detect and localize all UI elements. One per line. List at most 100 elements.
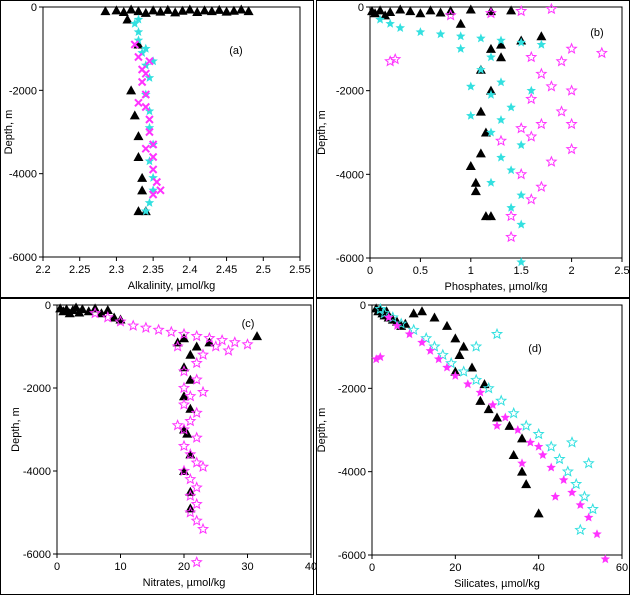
data-point-triangle bbox=[191, 341, 202, 351]
x-tick-label: 2.35 bbox=[142, 264, 163, 276]
data-point-triangle bbox=[137, 172, 148, 182]
x-tick-label: 2 bbox=[569, 265, 575, 277]
x-tick-label: 0 bbox=[369, 562, 375, 574]
data-point-triangle bbox=[435, 7, 446, 17]
data-point-star bbox=[536, 39, 547, 49]
y-tick-label: -6000 bbox=[338, 550, 366, 562]
data-point-triangle bbox=[536, 31, 547, 41]
data-point-open-star bbox=[515, 121, 528, 134]
data-point-open-star bbox=[190, 555, 203, 568]
data-point-triangle bbox=[184, 4, 195, 14]
data-point-open-star bbox=[561, 465, 574, 477]
data-point-triangle bbox=[470, 186, 481, 196]
data-point-open-star bbox=[515, 167, 528, 180]
data-point-triangle bbox=[185, 349, 196, 359]
data-point-triangle bbox=[109, 312, 120, 322]
data-point-triangle bbox=[102, 304, 113, 314]
data-point-star bbox=[496, 115, 506, 124]
data-point-cross bbox=[141, 90, 151, 99]
data-point-triangle bbox=[252, 331, 263, 341]
data-point-star bbox=[475, 387, 486, 397]
data-point-open-star bbox=[190, 406, 203, 418]
data-point-cross bbox=[137, 77, 147, 87]
data-point-triangle bbox=[425, 5, 436, 15]
data-point-star bbox=[550, 491, 561, 501]
data-point-star bbox=[538, 450, 548, 459]
data-point-open-star bbox=[525, 130, 538, 142]
data-point-cross bbox=[148, 165, 158, 174]
data-point-open-star bbox=[535, 180, 548, 192]
data-point-star bbox=[450, 370, 461, 380]
data-point-star bbox=[516, 190, 526, 200]
data-point-triangle bbox=[455, 18, 466, 28]
data-point-triangle bbox=[533, 508, 544, 518]
data-point-open-star bbox=[190, 329, 203, 342]
data-point-triangle bbox=[179, 391, 189, 401]
data-point-open-star bbox=[196, 385, 210, 398]
data-point-open-star bbox=[436, 348, 449, 361]
x-tick-label: 20 bbox=[178, 561, 190, 573]
x-tick-label: 2.45 bbox=[216, 264, 237, 276]
data-point-triangle bbox=[479, 379, 490, 389]
data-point-star bbox=[456, 31, 466, 41]
data-point-triangle bbox=[77, 304, 88, 314]
data-point-triangle bbox=[450, 333, 461, 343]
data-point-open-star bbox=[565, 84, 578, 96]
data-point-open-star bbox=[216, 333, 229, 346]
y-axis-label: Depth, m bbox=[10, 407, 22, 452]
data-point-triangle bbox=[458, 341, 469, 351]
data-point-open-star bbox=[482, 381, 495, 394]
data-point-triangle bbox=[375, 5, 386, 15]
data-point-triangle bbox=[405, 6, 416, 16]
panel-label: (a) bbox=[229, 45, 242, 57]
data-point-triangle bbox=[228, 5, 239, 15]
x-tick-label: 2.5 bbox=[614, 265, 629, 277]
data-point-open-star bbox=[545, 440, 558, 452]
data-point-open-star bbox=[545, 80, 558, 92]
data-point-open-star bbox=[190, 373, 203, 385]
y-tick-label: 0 bbox=[358, 2, 364, 14]
data-point-triangle bbox=[96, 308, 107, 318]
series-cyan-stars bbox=[374, 302, 599, 536]
data-point-cross bbox=[141, 144, 151, 153]
data-point-star bbox=[567, 487, 577, 497]
data-point-triangle bbox=[485, 43, 496, 53]
data-point-triangle bbox=[380, 10, 391, 20]
data-point-open-star bbox=[570, 477, 583, 490]
data-point-triangle bbox=[162, 4, 173, 14]
data-point-triangle bbox=[236, 4, 247, 14]
data-point-open-star bbox=[420, 331, 433, 344]
data-point-triangle bbox=[179, 333, 189, 343]
data-point-star bbox=[486, 52, 496, 62]
data-point-open-star bbox=[222, 344, 235, 356]
data-point-open-star bbox=[545, 155, 558, 167]
x-tick-label: 0 bbox=[54, 561, 60, 573]
data-point-star bbox=[506, 102, 516, 112]
data-point-star bbox=[496, 77, 506, 87]
data-point-open-star bbox=[197, 522, 210, 535]
data-point-open-star bbox=[114, 315, 127, 327]
data-point-open-star bbox=[190, 481, 203, 493]
data-point-star bbox=[375, 14, 385, 24]
data-point-star bbox=[133, 35, 144, 45]
data-point-triangle bbox=[126, 85, 137, 95]
data-point-triangle bbox=[429, 312, 440, 322]
data-point-star bbox=[476, 33, 486, 43]
data-point-open-star bbox=[525, 92, 538, 105]
y-tick-label: -6000 bbox=[336, 253, 364, 265]
panel-d: 0 20 40 60 0 -2000 -4000 -6000 Silicates, µmol/k… bbox=[316, 300, 628, 590]
data-point-cross bbox=[145, 115, 154, 124]
data-point-star bbox=[516, 257, 526, 267]
data-point-open-star bbox=[184, 448, 197, 460]
data-point-open-star bbox=[209, 340, 222, 352]
data-point-open-star bbox=[532, 427, 545, 440]
data-point-triangle bbox=[199, 5, 210, 15]
data-point-star bbox=[575, 500, 586, 509]
data-point-triangle bbox=[480, 127, 491, 137]
y-tick-label: 0 bbox=[45, 300, 51, 312]
data-point-open-star bbox=[535, 117, 548, 130]
data-point-cross bbox=[156, 186, 165, 195]
series-stars bbox=[130, 14, 158, 216]
data-point-open-star bbox=[184, 472, 197, 485]
